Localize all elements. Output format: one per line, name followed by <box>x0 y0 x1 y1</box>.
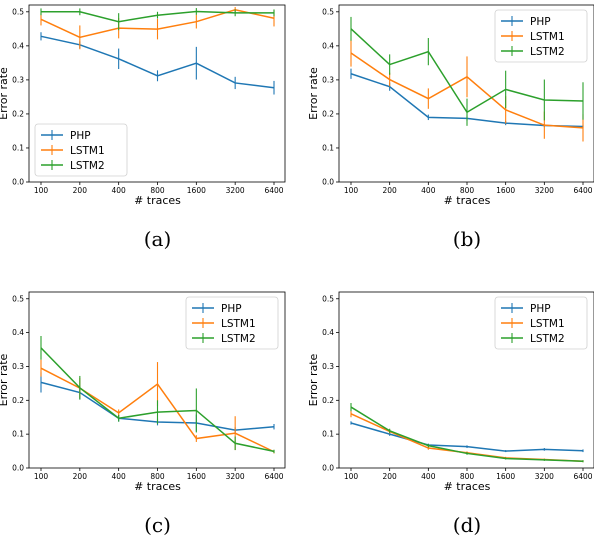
y-tick-label: 0.0 <box>12 178 24 187</box>
x-tick-label: 100 <box>34 186 49 195</box>
series-lstm2 <box>350 16 584 126</box>
legend-label-php: PHP <box>70 130 91 142</box>
series-php <box>350 421 584 453</box>
x-tick-label: 400 <box>112 472 127 481</box>
legend-label-php: PHP <box>221 303 242 315</box>
x-axis-label: # traces <box>134 194 181 207</box>
x-tick-label: 800 <box>150 186 165 195</box>
y-axis-label: Error rate <box>307 353 320 406</box>
legend-label-lstm1: LSTM1 <box>530 318 565 330</box>
y-tick-label: 0.5 <box>322 294 334 303</box>
panel-caption: (d) <box>453 513 481 537</box>
y-tick-label: 0.2 <box>12 396 24 405</box>
panel-caption: (b) <box>453 227 481 251</box>
x-tick-label: 6400 <box>573 472 592 481</box>
x-axis-label: # traces <box>444 194 491 207</box>
legend-label-lstm1: LSTM1 <box>70 145 105 157</box>
y-tick-label: 0.0 <box>322 178 334 187</box>
y-axis-label: Error rate <box>0 353 10 406</box>
plot-frame <box>338 291 594 469</box>
y-tick-label: 0.4 <box>12 328 24 337</box>
x-tick-label: 3200 <box>535 472 554 481</box>
x-tick-label: 200 <box>73 472 88 481</box>
legend-label-lstm2: LSTM2 <box>530 333 565 345</box>
legend-label-lstm2: LSTM2 <box>530 46 565 58</box>
x-tick-label: 100 <box>344 186 359 195</box>
y-tick-label: 0.5 <box>12 7 24 16</box>
x-tick-label: 1600 <box>187 472 206 481</box>
x-tick-label: 400 <box>421 186 436 195</box>
plot-frame <box>28 4 286 183</box>
y-tick-label: 0.5 <box>322 7 334 16</box>
x-tick-label: 100 <box>34 472 49 481</box>
y-tick-label: 0.1 <box>12 430 24 439</box>
legend: PHP LSTM1 LSTM2 <box>494 296 588 350</box>
chart-panel-a: 0.0 0.1 0.2 0.3 0.4 0.5 100 200 400 800 1600 3200 64… <box>0 4 286 251</box>
plot-frame <box>28 291 286 469</box>
x-tick-label: 3200 <box>226 186 245 195</box>
y-tick-label: 0.5 <box>12 294 24 303</box>
legend-box <box>494 296 588 350</box>
x-tick-label: 200 <box>383 472 398 481</box>
legend-label-php: PHP <box>530 16 551 28</box>
legend: PHP LSTM1 LSTM2 <box>494 9 588 63</box>
legend-label-lstm1: LSTM1 <box>530 31 565 43</box>
x-axis-label: # traces <box>134 480 181 493</box>
legend-label-php: PHP <box>530 303 551 315</box>
series-lstm2 <box>40 8 275 31</box>
x-tick-label: 1600 <box>496 186 515 195</box>
legend-box <box>494 9 588 63</box>
plot-frame <box>338 4 594 183</box>
x-tick-label: 3200 <box>535 186 554 195</box>
x-tick-label: 400 <box>421 472 436 481</box>
y-tick-label: 0.0 <box>322 464 334 473</box>
y-tick-label: 0.1 <box>12 143 24 152</box>
x-tick-label: 3200 <box>226 472 245 481</box>
x-tick-label: 100 <box>344 472 359 481</box>
x-tick-label: 800 <box>460 186 475 195</box>
legend-box <box>34 123 128 177</box>
legend: PHP LSTM1 LSTM2 <box>34 123 128 177</box>
series-lstm2 <box>40 336 275 454</box>
legend-label-lstm2: LSTM2 <box>221 333 256 345</box>
y-tick-label: 0.4 <box>322 41 334 50</box>
y-tick-label: 0.3 <box>322 75 334 84</box>
y-tick-label: 0.4 <box>12 41 24 50</box>
y-tick-label: 0.3 <box>12 75 24 84</box>
x-tick-label: 6400 <box>264 186 283 195</box>
x-tick-label: 200 <box>383 186 398 195</box>
legend-label-lstm1: LSTM1 <box>221 318 256 330</box>
x-tick-label: 6400 <box>264 472 283 481</box>
panel-caption: (c) <box>144 513 171 537</box>
y-tick-label: 0.4 <box>322 328 334 337</box>
x-tick-label: 1600 <box>496 472 515 481</box>
x-tick-label: 1600 <box>187 186 206 195</box>
y-tick-label: 0.2 <box>322 396 334 405</box>
y-tick-label: 0.3 <box>12 362 24 371</box>
x-tick-label: 400 <box>112 186 127 195</box>
x-tick-label: 6400 <box>573 186 592 195</box>
x-tick-label: 800 <box>460 472 475 481</box>
chart-panel-b: 0.0 0.1 0.2 0.3 0.4 0.5 100 200 400 800 1600 3200 64… <box>307 4 594 251</box>
y-axis-label: Error rate <box>307 67 320 120</box>
legend: PHP LSTM1 LSTM2 <box>185 296 279 350</box>
y-tick-label: 0.0 <box>12 464 24 473</box>
y-tick-label: 0.2 <box>322 109 334 118</box>
y-tick-label: 0.1 <box>322 430 334 439</box>
x-tick-label: 200 <box>73 186 88 195</box>
legend-box <box>185 296 279 350</box>
y-axis-label: Error rate <box>0 67 10 120</box>
y-tick-label: 0.1 <box>322 143 334 152</box>
chart-panel-c: 0.0 0.1 0.2 0.3 0.4 0.5 100 200 400 800 1600 3200 64… <box>0 291 286 537</box>
legend-label-lstm2: LSTM2 <box>70 160 105 172</box>
chart-panel-d: 0.0 0.1 0.2 0.3 0.4 0.5 100 200 400 800 1600 3200 64… <box>307 291 594 537</box>
x-tick-label: 800 <box>150 472 165 481</box>
series-lstm2 <box>350 403 584 463</box>
panel-caption: (a) <box>144 227 172 251</box>
series-php <box>40 32 275 95</box>
y-tick-label: 0.2 <box>12 109 24 118</box>
x-axis-label: # traces <box>444 480 491 493</box>
y-tick-label: 0.3 <box>322 362 334 371</box>
